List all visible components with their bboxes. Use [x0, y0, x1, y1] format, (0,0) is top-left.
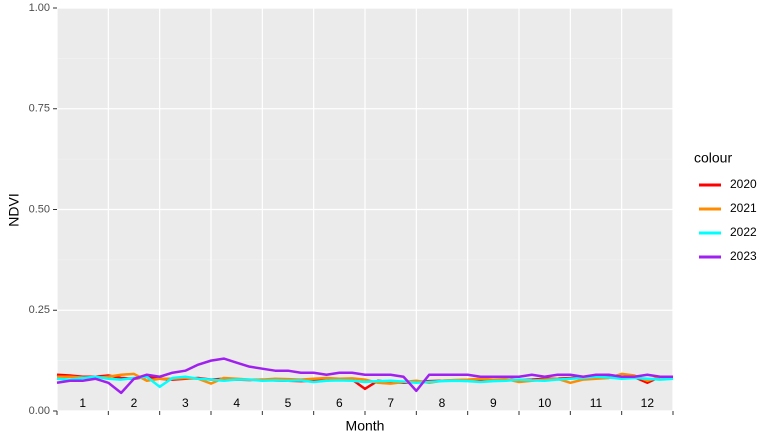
- y-tick-label: 1.00: [29, 2, 50, 14]
- y-axis-label: NDVI: [6, 193, 22, 226]
- x-tick-label: 12: [641, 396, 655, 410]
- x-tick-label: 3: [182, 396, 189, 410]
- x-tick-label: 7: [387, 396, 394, 410]
- legend-title: colour: [694, 150, 732, 166]
- legend-label: 2023: [730, 249, 757, 263]
- x-tick-label: 2: [131, 396, 138, 410]
- x-tick-label: 1: [79, 396, 86, 410]
- x-tick-label: 10: [538, 396, 552, 410]
- x-axis-label: Month: [346, 418, 385, 434]
- legend-label: 2022: [730, 225, 757, 239]
- y-tick-label: 0.25: [29, 304, 50, 316]
- line-series: [57, 372, 674, 385]
- y-tick-label: 0.00: [29, 405, 50, 417]
- x-tick-label: 11: [590, 396, 603, 410]
- line-series: [56, 375, 674, 389]
- legend-label: 2021: [730, 201, 757, 215]
- x-tick-label: 5: [285, 396, 292, 410]
- x-tick-label: 4: [233, 396, 240, 410]
- y-tick-label: 0.75: [29, 103, 50, 115]
- x-tick-label: 6: [336, 396, 343, 410]
- x-tick-label: 9: [490, 396, 497, 410]
- line-series: [56, 357, 673, 395]
- x-tick-label: 8: [439, 396, 446, 410]
- y-tick-label: 0.50: [29, 203, 50, 215]
- legend-label: 2020: [730, 177, 757, 191]
